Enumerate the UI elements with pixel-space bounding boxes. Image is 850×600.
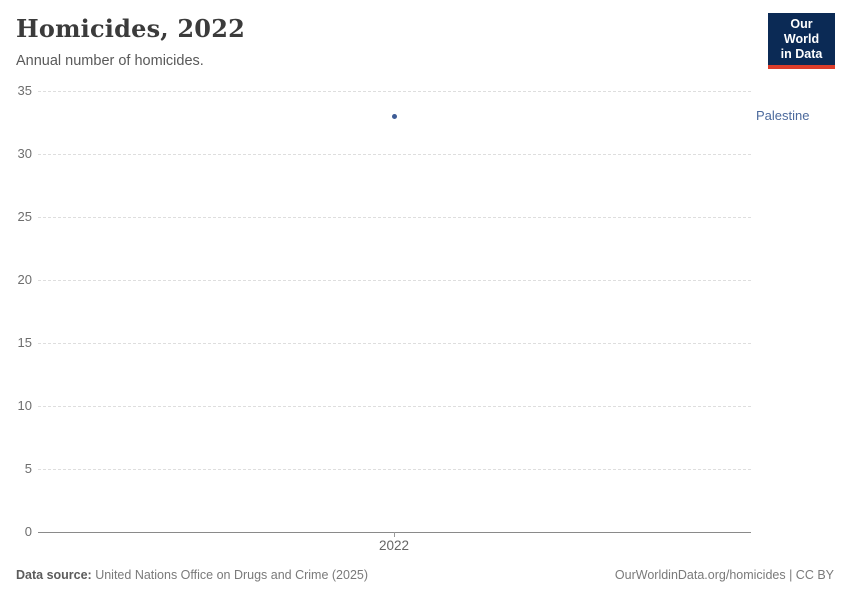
gridline-y-25: [38, 217, 751, 218]
gridline-y-15: [38, 343, 751, 344]
y-tick-label-0: 0: [24, 524, 32, 539]
owid-logo-line1: Our World: [783, 17, 820, 46]
y-tick-label-25: 25: [17, 209, 32, 224]
data-point-palestine[interactable]: [391, 113, 397, 119]
y-tick-label-5: 5: [24, 461, 32, 476]
gridline-y-20: [38, 280, 751, 281]
data-source-text: United Nations Office on Drugs and Crime…: [91, 568, 369, 582]
chart-title: Homicides, 2022: [16, 14, 245, 43]
chart-subtitle: Annual number of homicides.: [16, 53, 204, 69]
entity-label-palestine[interactable]: Palestine: [756, 108, 810, 124]
owid-logo-line2: in Data: [780, 47, 823, 61]
y-tick-label-15: 15: [17, 335, 32, 350]
chart-footer: Data source: United Nations Office on Dr…: [16, 568, 834, 582]
gridline-y-35: [38, 91, 751, 92]
owid-logo[interactable]: Our World in Data: [768, 13, 835, 69]
y-tick-label-35: 35: [17, 83, 32, 98]
data-source-note: Data source: United Nations Office on Dr…: [16, 568, 368, 582]
license-link[interactable]: OurWorldinData.org/homicides | CC BY: [614, 568, 834, 582]
data-source-label: Data source:: [16, 568, 92, 582]
x-tick-mark: [394, 532, 395, 537]
gridline-y-10: [38, 406, 751, 407]
y-tick-label-20: 20: [17, 272, 32, 287]
y-tick-label-30: 30: [17, 146, 32, 161]
gridline-y-30: [38, 154, 751, 155]
y-tick-label-10: 10: [17, 398, 32, 413]
gridline-y-5: [38, 469, 751, 470]
x-tick-label: 2022: [378, 538, 410, 553]
